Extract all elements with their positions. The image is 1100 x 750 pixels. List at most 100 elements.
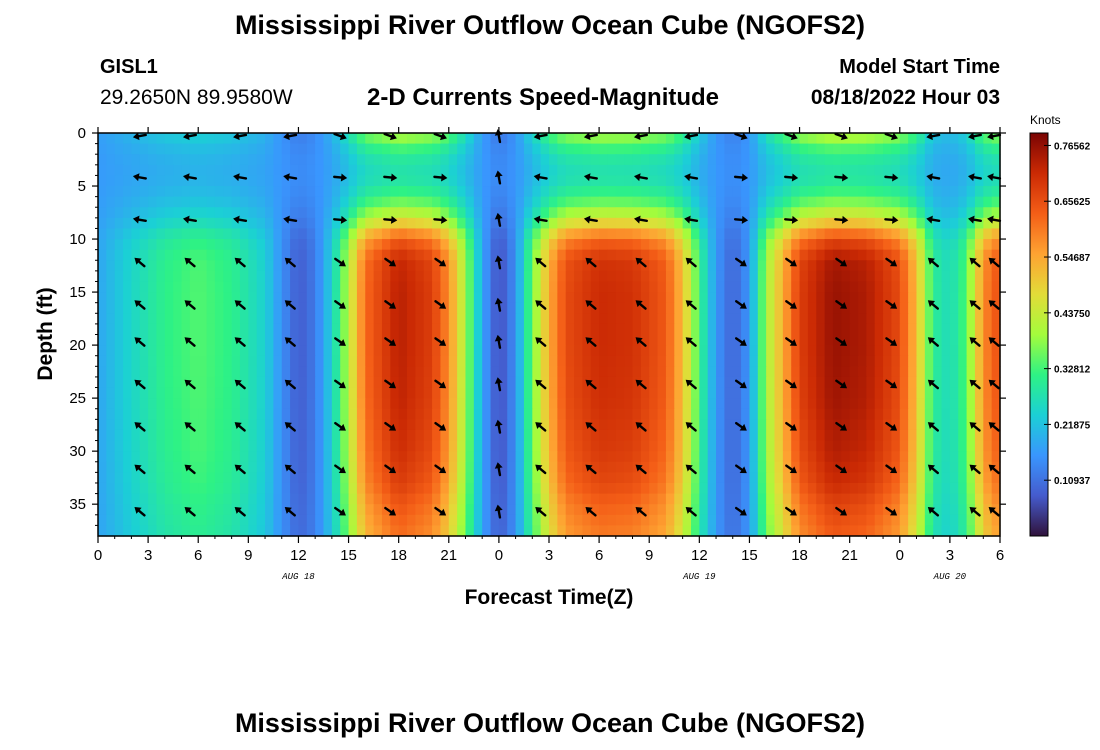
heat-cell	[941, 164, 951, 177]
arrow-head	[740, 132, 748, 141]
heat-cell	[139, 482, 149, 495]
heat-cell	[348, 133, 358, 145]
heat-cell	[574, 482, 584, 495]
heat-cell	[239, 133, 249, 145]
heat-cell	[782, 440, 792, 452]
heat-cell	[189, 334, 199, 346]
heat-cell	[966, 525, 976, 537]
current-arrow	[885, 300, 898, 309]
arrow-head	[926, 132, 933, 141]
heat-cell	[173, 270, 183, 283]
heat-cell	[114, 493, 124, 505]
heat-cell	[440, 429, 450, 442]
heat-cell	[766, 196, 776, 208]
heat-cell	[949, 461, 959, 473]
heat-cell	[473, 461, 483, 473]
heat-cell	[774, 398, 784, 410]
heat-cell	[490, 451, 500, 463]
arrow-head	[969, 422, 977, 430]
heat-cell	[958, 429, 968, 442]
heat-cell	[682, 355, 692, 367]
heat-cell	[941, 334, 951, 346]
heat-cell	[189, 133, 199, 145]
heat-cell	[615, 334, 625, 346]
heat-cell	[532, 355, 542, 367]
heat-cell	[908, 482, 918, 495]
heat-cell	[365, 376, 375, 389]
heat-cell	[899, 143, 909, 155]
heat-cell	[757, 525, 767, 537]
heat-cell	[515, 313, 525, 325]
heat-cell	[198, 239, 208, 251]
heat-cell	[582, 207, 592, 219]
heat-cell	[674, 504, 684, 516]
heat-cell	[281, 164, 291, 177]
current-arrow	[234, 422, 246, 432]
heat-cell	[933, 196, 943, 208]
heat-cell	[640, 323, 650, 336]
heat-cell	[365, 493, 375, 505]
heat-cell	[724, 451, 734, 463]
heat-cell	[323, 133, 333, 145]
heat-cell	[98, 207, 107, 219]
heat-cell	[265, 270, 274, 283]
heat-cell	[231, 164, 241, 177]
heat-cell	[189, 355, 199, 367]
heat-cell	[273, 514, 283, 526]
heat-cell	[273, 164, 283, 177]
arrow-head	[388, 301, 397, 309]
heat-cell	[749, 154, 759, 166]
heat-cell	[298, 398, 308, 410]
heat-cell	[899, 207, 909, 219]
heat-cell	[732, 154, 742, 166]
heat-cell	[707, 292, 717, 304]
heat-cell	[156, 376, 166, 389]
heat-cell	[390, 270, 400, 283]
heat-cell	[365, 451, 375, 463]
heat-cell	[114, 313, 124, 325]
heat-cell	[532, 217, 542, 230]
heat-cell	[690, 514, 700, 526]
heat-cell	[306, 387, 316, 399]
heat-cell	[657, 143, 667, 155]
heat-cell	[173, 461, 183, 473]
heat-cell	[757, 228, 767, 240]
heat-cell	[832, 398, 842, 410]
heat-cell	[482, 313, 492, 325]
heat-cell	[156, 217, 166, 230]
heat-cell	[131, 398, 141, 410]
heat-cell	[231, 217, 241, 230]
heat-cell	[465, 398, 475, 410]
heat-cell	[206, 355, 216, 367]
heat-cell	[381, 239, 391, 251]
heat-cell	[448, 154, 458, 166]
heat-cell	[356, 440, 366, 452]
arrow-head	[840, 132, 848, 141]
heat-cell	[465, 355, 475, 367]
heat-cell	[223, 440, 233, 452]
heat-cell	[440, 376, 450, 389]
heat-cell	[749, 514, 759, 526]
heat-cell	[899, 175, 909, 187]
heat-cell	[390, 514, 400, 526]
heat-cell	[473, 270, 483, 283]
heat-cell	[824, 270, 834, 283]
heat-cell	[924, 302, 934, 314]
heat-cell	[916, 345, 926, 357]
arrow-head	[685, 422, 693, 430]
heat-cell	[966, 302, 976, 314]
heat-cell	[682, 270, 692, 283]
heat-cell	[549, 398, 558, 410]
heat-cell	[549, 525, 558, 537]
heat-cell	[331, 175, 341, 187]
heat-cell	[315, 334, 325, 346]
heat-cell	[716, 175, 725, 187]
heat-cell	[699, 133, 709, 145]
heat-cell	[189, 323, 199, 336]
heat-cell	[607, 334, 617, 346]
heat-cell	[891, 249, 901, 261]
heat-cell	[273, 143, 283, 155]
heat-cell	[615, 175, 625, 187]
heat-cell	[407, 249, 416, 261]
heat-cell	[273, 323, 283, 336]
